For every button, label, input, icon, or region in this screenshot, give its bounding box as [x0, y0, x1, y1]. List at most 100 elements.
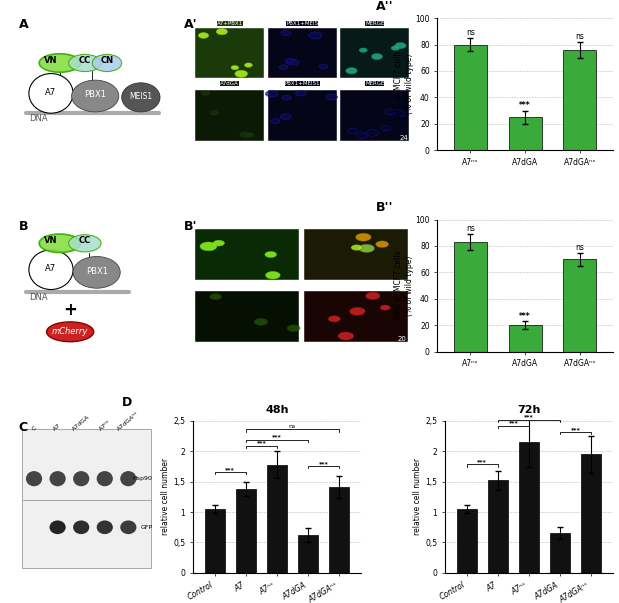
Text: B'': B'': [376, 201, 394, 214]
Ellipse shape: [328, 315, 340, 322]
Ellipse shape: [235, 70, 248, 77]
Ellipse shape: [371, 54, 383, 60]
Text: VN: VN: [44, 236, 58, 245]
Ellipse shape: [282, 95, 291, 100]
Text: A7dGAⁿˣ: A7dGAⁿˣ: [116, 411, 140, 432]
Ellipse shape: [201, 90, 210, 95]
Text: Hsp90: Hsp90: [132, 476, 153, 481]
Bar: [509, 117, 542, 150]
Ellipse shape: [97, 471, 113, 486]
Ellipse shape: [366, 292, 380, 300]
Bar: [550, 534, 570, 573]
Ellipse shape: [295, 90, 306, 96]
Bar: [454, 242, 487, 352]
Bar: [457, 509, 477, 573]
Text: A'': A'': [376, 0, 394, 13]
Text: ***: ***: [256, 441, 266, 446]
Y-axis label: relative cell number: relative cell number: [413, 458, 422, 535]
Text: A': A': [184, 18, 198, 31]
Text: A7dGA: A7dGA: [220, 81, 239, 86]
FancyBboxPatch shape: [304, 291, 408, 342]
Bar: [563, 50, 596, 150]
Ellipse shape: [240, 132, 249, 137]
Text: D: D: [123, 396, 132, 409]
Text: GFP: GFP: [141, 525, 153, 530]
Ellipse shape: [391, 46, 400, 51]
Ellipse shape: [287, 59, 299, 65]
Text: A7: A7: [53, 423, 63, 432]
Text: A7+PBX1: A7+PBX1: [233, 222, 262, 227]
Ellipse shape: [39, 54, 80, 72]
Text: ***: ***: [319, 461, 329, 466]
Ellipse shape: [50, 471, 66, 486]
Ellipse shape: [280, 114, 291, 119]
Ellipse shape: [200, 242, 217, 251]
Text: ***: ***: [571, 427, 581, 432]
Text: ns: ns: [576, 32, 584, 41]
Ellipse shape: [246, 133, 254, 137]
Text: CC: CC: [79, 236, 91, 245]
Text: MERGE: MERGE: [365, 81, 384, 86]
Ellipse shape: [359, 48, 367, 52]
Text: MERGE: MERGE: [345, 222, 367, 227]
Text: PBX1+MEIS: PBX1+MEIS: [286, 21, 318, 26]
Text: MEIS1: MEIS1: [129, 92, 152, 101]
Ellipse shape: [394, 111, 405, 116]
Ellipse shape: [281, 31, 291, 36]
Text: ***: ***: [519, 101, 531, 110]
Text: A7+PBX1: A7+PBX1: [217, 21, 243, 26]
Y-axis label: relative cell number: relative cell number: [162, 458, 170, 535]
FancyBboxPatch shape: [22, 429, 151, 568]
Title: 48h: 48h: [265, 405, 288, 415]
Ellipse shape: [266, 90, 278, 97]
Text: B': B': [184, 219, 197, 233]
Ellipse shape: [265, 251, 277, 257]
Bar: [329, 487, 349, 573]
FancyBboxPatch shape: [304, 229, 408, 280]
Ellipse shape: [198, 33, 209, 39]
Ellipse shape: [326, 94, 337, 100]
Text: 24: 24: [399, 135, 408, 140]
Bar: [454, 45, 487, 150]
Ellipse shape: [266, 271, 280, 279]
Ellipse shape: [97, 520, 113, 534]
FancyBboxPatch shape: [196, 90, 264, 140]
Ellipse shape: [69, 54, 101, 72]
Ellipse shape: [69, 235, 101, 252]
Ellipse shape: [210, 294, 222, 300]
Ellipse shape: [210, 111, 218, 115]
Text: +: +: [63, 301, 77, 318]
Text: B: B: [19, 219, 28, 233]
Text: mCherry: mCherry: [52, 327, 89, 336]
Text: ns: ns: [289, 425, 296, 429]
Text: PBX1+MEIS1: PBX1+MEIS1: [285, 81, 320, 86]
Text: C: C: [31, 425, 37, 432]
Ellipse shape: [287, 325, 300, 332]
Text: ***: ***: [519, 312, 531, 321]
Ellipse shape: [358, 244, 374, 253]
FancyBboxPatch shape: [196, 28, 264, 78]
Bar: [236, 489, 256, 573]
Ellipse shape: [355, 133, 368, 139]
Ellipse shape: [338, 332, 354, 340]
Bar: [519, 442, 539, 573]
Text: ns: ns: [466, 224, 475, 233]
Text: ns: ns: [576, 243, 584, 252]
Text: A7dGA+PBX1: A7dGA+PBX1: [226, 283, 269, 288]
Ellipse shape: [120, 471, 136, 486]
Title: 72h: 72h: [517, 405, 540, 415]
Ellipse shape: [213, 240, 225, 246]
Ellipse shape: [122, 83, 160, 112]
Ellipse shape: [319, 65, 327, 69]
Bar: [267, 465, 287, 573]
Ellipse shape: [381, 125, 390, 131]
Text: ***: ***: [524, 414, 534, 420]
Bar: [298, 535, 318, 573]
FancyBboxPatch shape: [196, 291, 299, 342]
FancyBboxPatch shape: [196, 229, 299, 280]
Text: CC: CC: [79, 56, 91, 65]
Bar: [509, 325, 542, 352]
Ellipse shape: [366, 130, 379, 136]
Ellipse shape: [26, 471, 42, 486]
Text: ***: ***: [272, 435, 282, 440]
